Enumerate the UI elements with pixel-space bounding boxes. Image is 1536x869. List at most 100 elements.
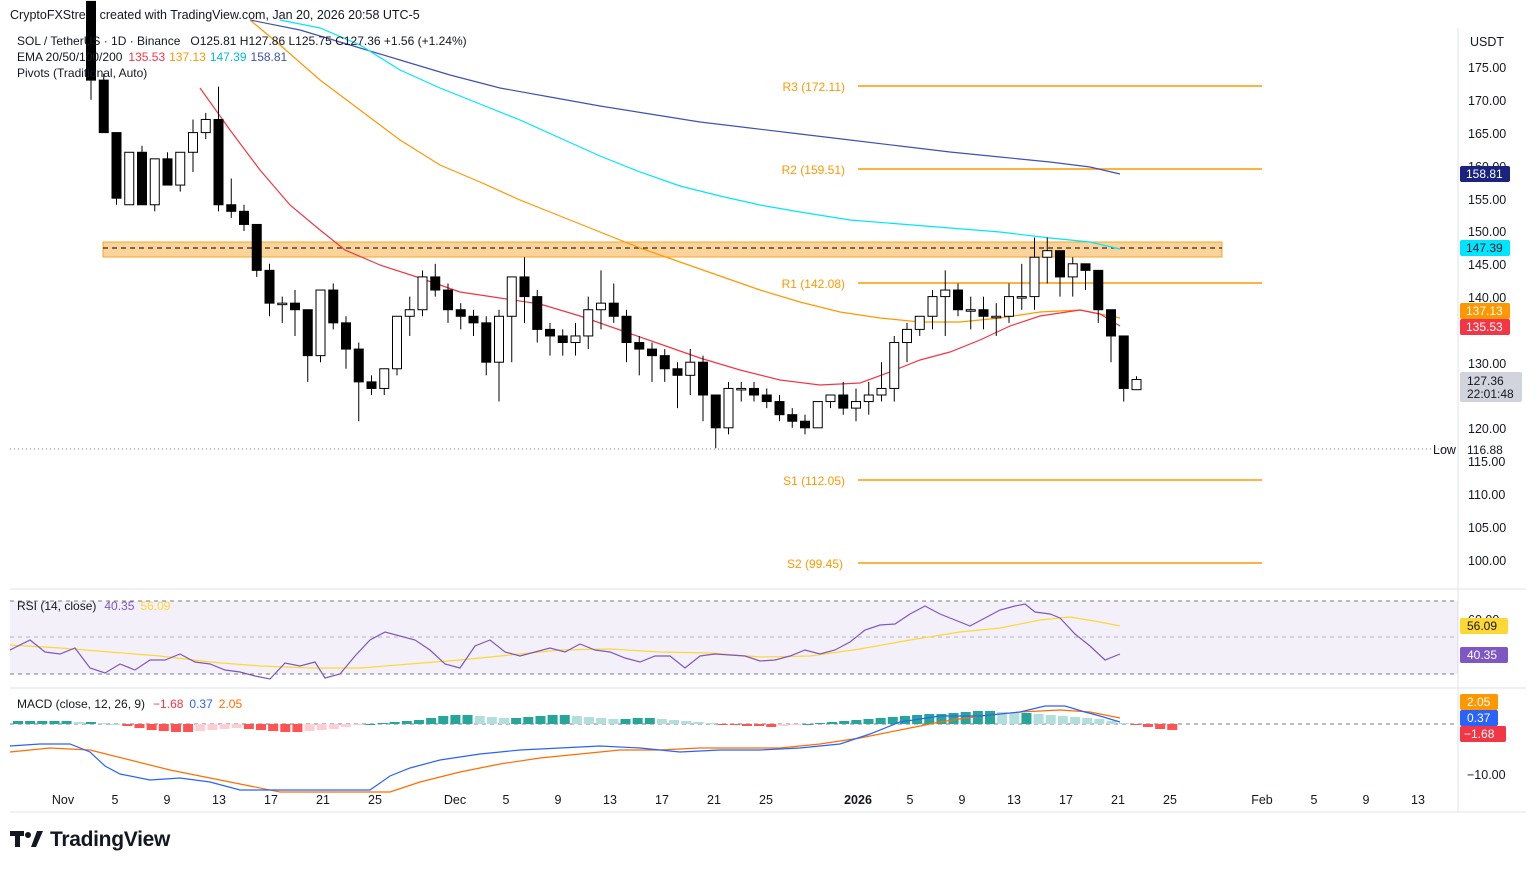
- pivot-r2-label: R2 (159.51): [782, 163, 845, 177]
- time-axis-label: 25: [368, 793, 382, 807]
- candle: [659, 355, 670, 370]
- candle: [404, 309, 415, 317]
- macd-histogram-bar: [426, 718, 437, 724]
- price-tick: 100.00: [1468, 554, 1506, 568]
- macd-histogram-bar: [851, 720, 862, 724]
- macd-histogram-bar: [948, 713, 959, 724]
- rsi-legend[interactable]: RSI (14, close) 40.35 56.09: [17, 599, 171, 613]
- candle: [634, 342, 645, 350]
- macd-histogram-bar: [1155, 724, 1166, 729]
- candle: [1080, 263, 1091, 271]
- macd-histogram-bar: [899, 716, 910, 724]
- macd-histogram-bar: [814, 723, 825, 724]
- macd-histogram-bar: [231, 724, 242, 728]
- price-tick: 110.00: [1468, 488, 1505, 502]
- price-tick: 115.00: [1468, 455, 1505, 469]
- svg-text:135.53: 135.53: [1466, 320, 1503, 334]
- macd-hist-badge: −1.68: [1464, 727, 1495, 741]
- candle: [149, 158, 160, 206]
- macd-histogram-bar: [1094, 719, 1105, 724]
- time-axis[interactable]: Nov 5 9 13 17 21 25 Dec 5 9 13 17 21 25 2026 5 9 13 17 21 25…: [52, 793, 1425, 807]
- macd-histogram-bar: [766, 724, 777, 727]
- candle: [264, 269, 275, 304]
- macd-histogram-bar: [73, 722, 84, 724]
- svg-text:Low: Low: [1433, 443, 1457, 457]
- macd-signal-badge: 2.05: [1467, 695, 1491, 709]
- candle: [914, 315, 925, 330]
- candle: [583, 309, 594, 337]
- candle: [162, 158, 173, 186]
- macd-histogram-bar: [413, 720, 424, 724]
- candle: [927, 296, 938, 317]
- macd-histogram-bar: [377, 723, 388, 724]
- candle: [455, 309, 466, 317]
- time-axis-label: 13: [1411, 793, 1425, 807]
- candle: [889, 342, 900, 389]
- macd-histogram-bar: [997, 712, 1008, 724]
- candle: [965, 309, 976, 312]
- time-axis-label: 13: [1007, 793, 1021, 807]
- time-axis-label: 9: [555, 793, 562, 807]
- candle: [226, 204, 237, 212]
- time-axis-label: Nov: [52, 793, 75, 807]
- macd-histogram-bar: [122, 724, 133, 726]
- rsi-ma-line: [9, 616, 1121, 669]
- svg-text:137.13: 137.13: [1466, 304, 1503, 318]
- svg-text:158.81: 158.81: [1466, 167, 1503, 181]
- macd-histogram-bar: [389, 722, 400, 724]
- candle: [481, 322, 492, 363]
- candle: [1055, 250, 1065, 278]
- macd-histogram-bar: [183, 724, 194, 732]
- macd-pane[interactable]: MACD (close, 12, 26, 9) −1.68 0.37 2.05 2.0…: [9, 694, 1506, 793]
- macd-histogram-bar: [268, 724, 279, 731]
- badge-ema200: 158.81: [1460, 166, 1510, 182]
- chart-legend: SOL / TetherUS · 1D · Binance O125.81 H12…: [17, 34, 467, 80]
- candle: [1106, 309, 1116, 337]
- candle: [379, 368, 390, 389]
- candle: [341, 322, 351, 350]
- macd-histogram-bar: [656, 719, 667, 724]
- candle: [430, 276, 441, 291]
- time-axis-label: 5: [907, 793, 914, 807]
- macd-histogram-bar: [608, 719, 619, 724]
- macd-histogram-bar: [219, 724, 230, 729]
- macd-histogram-bar: [462, 715, 473, 724]
- legend-ema[interactable]: EMA 20/50/100/200 135.53 137.13 147.39 158.8…: [17, 50, 288, 64]
- macd-histogram-bar: [863, 719, 874, 724]
- candle: [1029, 256, 1040, 298]
- macd-histogram-bar: [778, 724, 789, 726]
- tradingview-logo[interactable]: TradingView: [10, 828, 170, 852]
- svg-text:147.39: 147.39: [1466, 241, 1503, 255]
- candle: [239, 210, 249, 225]
- macd-histogram-bar: [717, 724, 728, 725]
- candle: [86, 0, 96, 81]
- candle: [621, 315, 632, 344]
- candle: [710, 394, 721, 429]
- time-axis-label: 21: [316, 793, 330, 807]
- macd-histogram-bar: [887, 717, 898, 724]
- legend-pivots[interactable]: Pivots (Traditional, Auto): [17, 66, 147, 80]
- macd-histogram-bar: [438, 716, 449, 724]
- macd-histogram-bar: [158, 724, 169, 731]
- candle: [111, 132, 122, 199]
- pivot-r3-label: R3 (172.11): [783, 80, 845, 94]
- candle: [902, 328, 912, 344]
- time-axis-label: 21: [1111, 793, 1125, 807]
- candle: [532, 296, 543, 330]
- svg-text:116.88: 116.88: [1467, 443, 1503, 457]
- candle: [736, 387, 747, 391]
- macd-histogram-bar: [304, 724, 315, 731]
- legend-symbol[interactable]: SOL / TetherUS · 1D · Binance O125.81 H12…: [17, 34, 467, 48]
- price-pane[interactable]: [10, 28, 1458, 588]
- macd-histogram-bar: [1057, 716, 1068, 724]
- time-axis-label: 9: [1363, 793, 1370, 807]
- macd-histogram-bar: [632, 718, 643, 724]
- macd-histogram-bar: [256, 724, 266, 730]
- macd-legend[interactable]: MACD (close, 12, 26, 9) −1.68 0.37 2.05: [17, 697, 242, 711]
- macd-histogram-bar: [1082, 718, 1093, 724]
- candle: [761, 394, 772, 403]
- candle: [876, 387, 887, 396]
- macd-histogram-bar: [292, 724, 303, 732]
